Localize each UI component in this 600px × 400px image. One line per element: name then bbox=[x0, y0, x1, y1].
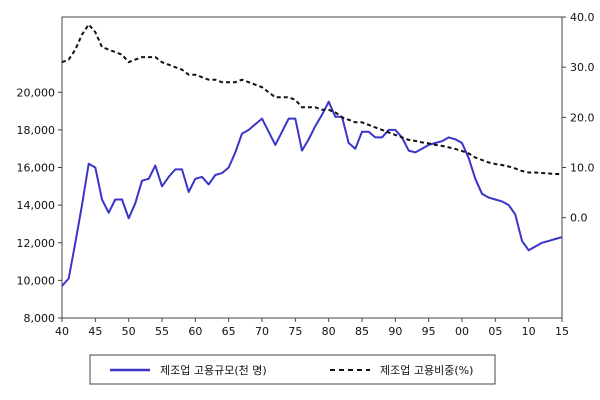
x-tick-label: 95 bbox=[422, 325, 436, 338]
right-y-tick-label: 0.0 bbox=[570, 212, 588, 225]
legend-box bbox=[89, 354, 496, 385]
x-tick-label: 50 bbox=[122, 325, 136, 338]
legend-entry-employment: 제조업 고용규모(천 명) bbox=[110, 363, 267, 377]
x-tick-label: 60 bbox=[188, 325, 202, 338]
x-tick-label: 80 bbox=[322, 325, 336, 338]
x-tick-label: 45 bbox=[88, 325, 102, 338]
x-tick-label: 55 bbox=[155, 325, 169, 338]
x-tick-label: 85 bbox=[355, 325, 369, 338]
right-y-tick-label: 30.0 bbox=[570, 61, 595, 74]
left-y-axis: 8,000 10,000 12,000 14,000 16,000 18,000 20,00… bbox=[17, 86, 62, 325]
legend-entry-share: 제조업 고용비중(%) bbox=[330, 364, 473, 377]
left-y-tick-label: 12,000 bbox=[17, 237, 56, 250]
x-tick-label: 70 bbox=[255, 325, 269, 338]
x-tick-label: 00 bbox=[455, 325, 469, 338]
left-y-tick-label: 18,000 bbox=[17, 124, 56, 137]
left-y-tick-label: 14,000 bbox=[17, 199, 56, 212]
left-y-tick-label: 20,000 bbox=[17, 86, 56, 99]
legend-label-employment: 제조업 고용규모(천 명) bbox=[160, 363, 267, 377]
x-tick-label: 15 bbox=[555, 325, 569, 338]
series-line-employment bbox=[61, 100, 563, 287]
x-tick-label: 90 bbox=[388, 325, 402, 338]
right-y-axis: 0.0 10.0 20.0 30.0 40.0 bbox=[562, 11, 595, 225]
right-y-tick-label: 10.0 bbox=[570, 162, 595, 175]
x-tick-label: 75 bbox=[288, 325, 302, 338]
left-y-tick-label: 16,000 bbox=[17, 162, 56, 175]
x-tick-label: 10 bbox=[522, 325, 536, 338]
x-tick-label: 40 bbox=[55, 325, 69, 338]
x-tick-label: 65 bbox=[222, 325, 236, 338]
plot-frame bbox=[61, 16, 563, 319]
left-y-tick-label: 10,000 bbox=[17, 274, 56, 287]
right-y-tick-label: 20.0 bbox=[570, 111, 595, 124]
right-y-tick-label: 40.0 bbox=[570, 11, 595, 24]
series-line-share bbox=[61, 23, 562, 175]
series-layer bbox=[61, 23, 563, 287]
legend-label-share: 제조업 고용비중(%) bbox=[380, 364, 473, 377]
x-tick-label: 05 bbox=[488, 325, 502, 338]
left-y-tick-label: 8,000 bbox=[24, 312, 56, 325]
x-axis: 40 45 50 55 60 65 70 75 80 85 90 95 00 05 10 15 bbox=[55, 318, 569, 338]
